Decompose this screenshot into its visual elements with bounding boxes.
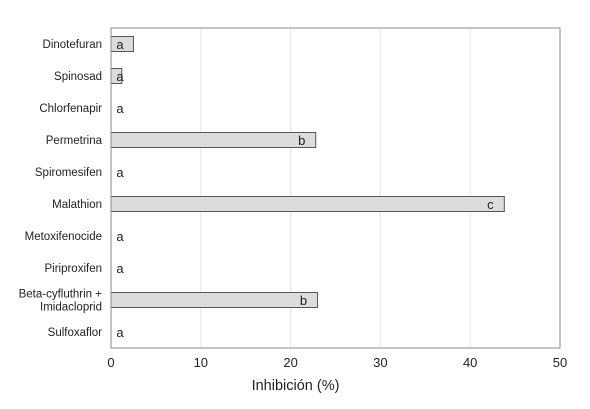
bar (110, 132, 317, 148)
data-label: a (116, 165, 124, 180)
category-label: Beta-cyfluthrin + Imidacloprid (19, 289, 103, 314)
data-label: b (300, 293, 307, 308)
data-label: a (116, 69, 124, 84)
category-label: Metoxifenocide (25, 231, 102, 243)
category-labels: Dinotefuran Spinosad Chlorfenapir Permetrin… (19, 39, 103, 339)
data-label: a (116, 229, 124, 244)
data-label: a (116, 261, 124, 276)
x-tick-labels: 0 10 20 30 40 50 (107, 355, 567, 370)
category-label: Permetrina (46, 135, 103, 147)
data-label: c (487, 197, 494, 212)
category-label: Malathion (52, 199, 102, 211)
x-tick-label: 30 (373, 355, 387, 370)
x-tick-label: 40 (463, 355, 477, 370)
x-tick-label: 50 (553, 355, 567, 370)
category-label: Spinosad (54, 71, 102, 83)
data-labels: a a a b a c a a b a (116, 37, 494, 340)
bars (110, 36, 505, 308)
data-label: a (116, 101, 124, 116)
category-label: Dinotefuran (43, 39, 102, 51)
category-label: Piriproxifen (44, 263, 102, 275)
x-tick-label: 10 (194, 355, 208, 370)
plot-frame (110, 27, 561, 349)
x-tick-label: 20 (283, 355, 297, 370)
x-axis-title: Inhibición (%) (252, 378, 340, 394)
x-tick-label: 0 (107, 355, 114, 370)
category-label: Sulfoxaflor (48, 327, 103, 339)
data-label: b (298, 133, 305, 148)
category-label: Spiromesifen (35, 167, 102, 179)
data-label: a (116, 37, 124, 52)
category-label: Chlorfenapir (39, 103, 102, 115)
bar (110, 196, 505, 212)
data-label: a (116, 325, 124, 340)
bar (110, 292, 319, 308)
